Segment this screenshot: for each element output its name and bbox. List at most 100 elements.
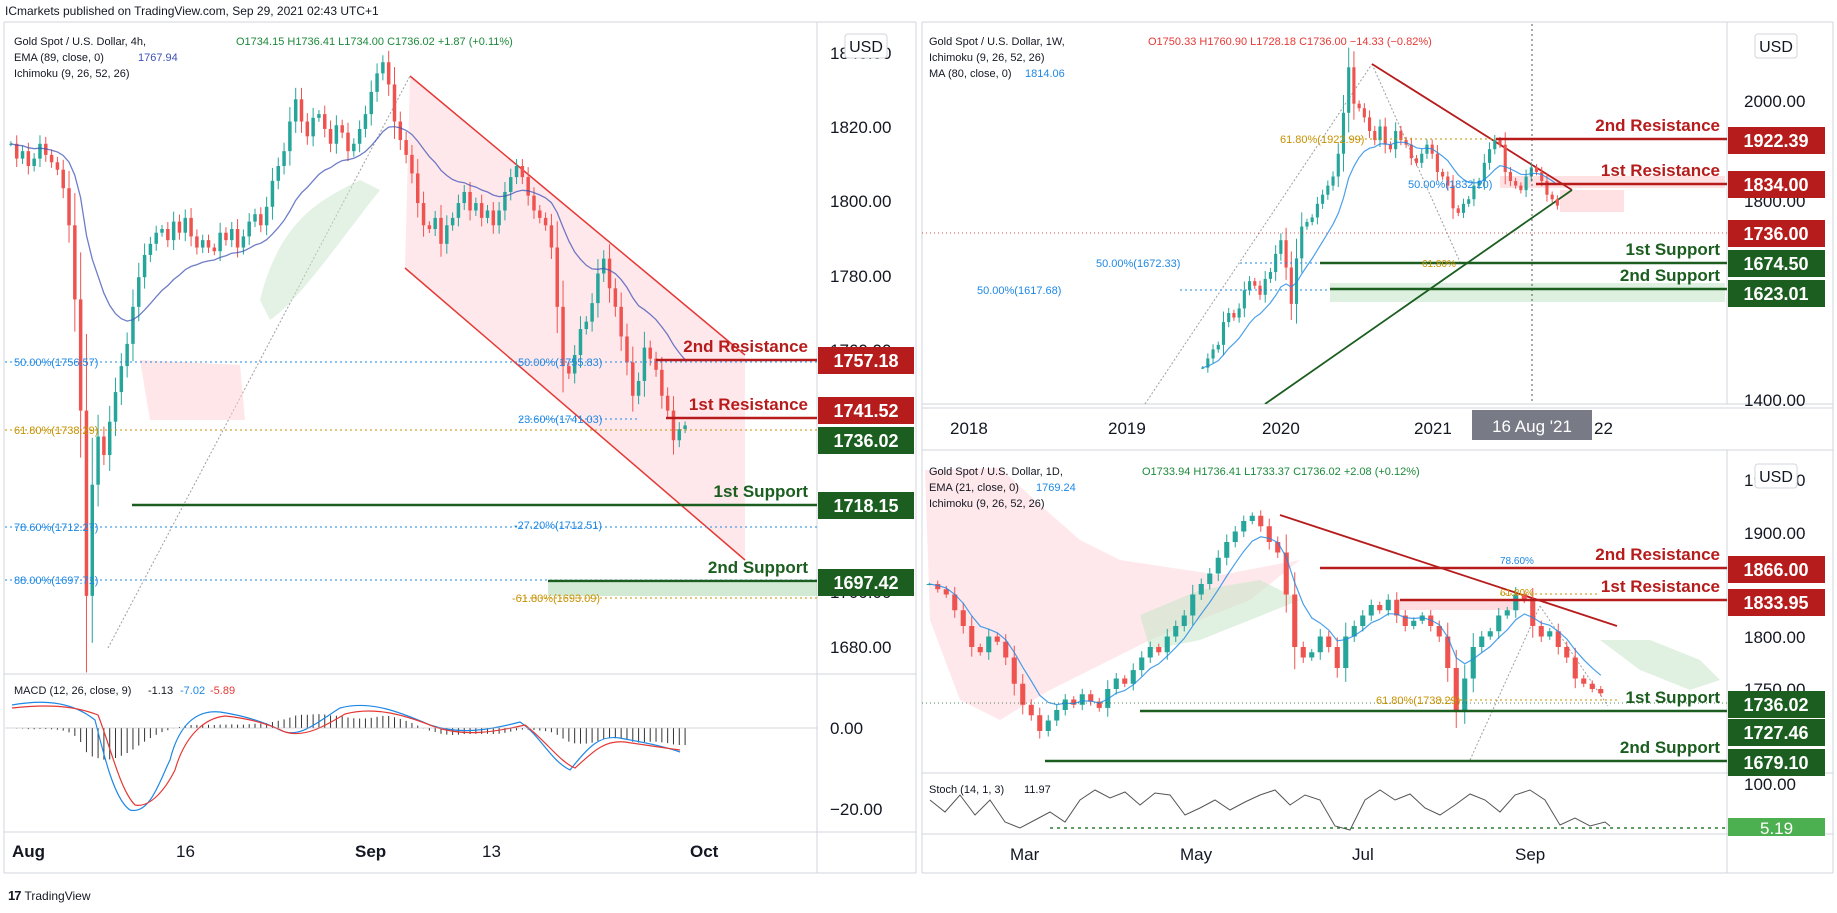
candle-body <box>439 217 443 244</box>
support-zone <box>548 582 817 596</box>
macd-signal-line <box>11 705 681 806</box>
level-tag-1st-resistance: 1741.52 <box>818 397 914 424</box>
resistance-zone <box>1400 600 1520 610</box>
level-name-1st-resistance: 1st Resistance <box>1601 577 1720 596</box>
candle-body <box>491 210 496 226</box>
currency-button[interactable] <box>1754 33 1798 59</box>
candle-body <box>1441 171 1445 177</box>
candle-body <box>596 273 600 304</box>
candle-body <box>1216 344 1220 350</box>
ema-value-1d: 1769.24 <box>1036 482 1076 494</box>
candle-body <box>189 217 193 237</box>
candle-body <box>1130 670 1136 684</box>
time-axis-1d[interactable]: Mar May Jul Sep <box>1010 845 1545 864</box>
candle-body <box>1530 599 1536 626</box>
candle-body <box>1062 699 1068 710</box>
candle-body <box>1394 599 1400 616</box>
candle-body <box>642 347 647 381</box>
candle-body <box>1598 689 1604 694</box>
candle-body <box>1011 657 1017 684</box>
panel-1d[interactable]: Gold Spot / U.S. Dollar, 1D, O1733.94 H1… <box>922 463 1825 864</box>
axis-tick: 1400.00 <box>1744 391 1805 410</box>
level-tag-1st-resistance: 1834.00 <box>1728 171 1825 198</box>
candle-body <box>1472 185 1476 200</box>
candle-body <box>1248 281 1252 291</box>
candle-body <box>1453 668 1459 710</box>
level-tag-1st-support: 1718.15 <box>818 492 914 519</box>
candle-body <box>631 362 635 396</box>
candle-body <box>1275 542 1281 553</box>
macd-axis-tick: 0.00 <box>830 719 863 738</box>
candle-body <box>943 589 949 595</box>
tradingview-logo: 17 <box>8 888 22 903</box>
candle-body <box>1564 647 1570 658</box>
fib-label: 78.60%(1712.27) <box>14 522 98 534</box>
level-tag-1st-support: 1674.50 <box>1728 250 1825 277</box>
candle-body <box>1241 521 1247 532</box>
candle-body <box>1411 620 1417 626</box>
ema-label-4h: EMA (89, close, 0) <box>14 52 104 64</box>
ohlc-label-4h: O1734.15 H1736.41 L1734.00 C1736.02 +1.8… <box>236 36 513 48</box>
fib-trend-line <box>1144 63 1373 404</box>
candle-body <box>445 225 449 244</box>
candle-body <box>224 232 228 241</box>
level-name-1st-support: 1st Support <box>1626 240 1721 259</box>
candle-body <box>107 421 112 456</box>
descending-trendline <box>1371 63 1573 191</box>
stoch-value-tag <box>1728 818 1825 836</box>
candle-body <box>1487 631 1493 637</box>
candle-body <box>1529 167 1533 177</box>
stoch-axis-tick: 5.19 <box>1760 819 1793 838</box>
level-tag-value: 1741.52 <box>833 401 898 421</box>
candle-body <box>386 62 391 85</box>
tradingview-footer[interactable]: 17 TradingView <box>8 888 91 903</box>
currency-button[interactable] <box>1754 463 1798 489</box>
candle-body <box>259 214 263 226</box>
time-tick: 2020 <box>1262 419 1300 438</box>
time-axis-4h[interactable]: Aug 16 Sep 13 Oct <box>12 842 719 861</box>
candle-body <box>1037 715 1043 731</box>
candles-4h <box>9 50 687 673</box>
candle-body <box>543 217 548 226</box>
candle-body <box>1534 167 1539 172</box>
candle-body <box>26 151 31 166</box>
symbol-label-1d: Gold Spot / U.S. Dollar, 1D, <box>929 466 1063 478</box>
candle-body <box>1139 657 1145 671</box>
stoch-label: Stoch (14, 1, 3) <box>929 784 1004 796</box>
candle-body <box>1310 217 1314 222</box>
time-tick: 2021 <box>1414 419 1452 438</box>
candle-body <box>1555 631 1561 647</box>
candle-body <box>1003 641 1009 658</box>
candle-body <box>1263 278 1267 295</box>
stoch-value: 11.97 <box>1024 784 1051 796</box>
candle-body <box>1020 683 1026 705</box>
candle-body <box>427 225 432 229</box>
time-axis-1w[interactable]: 2018 2019 2020 2021 22 <box>950 419 1613 438</box>
candle-body <box>1201 367 1205 369</box>
ascending-trendline <box>1264 189 1573 404</box>
currency-label: USD <box>1759 469 1793 486</box>
candle-body <box>218 232 222 252</box>
channel-lower-line <box>404 267 746 561</box>
candle-body <box>1351 626 1357 637</box>
ema-line-1d <box>929 536 1602 706</box>
candle-body <box>619 306 623 337</box>
level-tag-value: 1674.50 <box>1743 254 1808 274</box>
candle-body <box>648 347 652 359</box>
price-axis-1d[interactable]: 1950.00 1900.00 1800.00 1750.00 <box>1744 471 1805 699</box>
candle-body <box>1385 599 1391 611</box>
time-tick: Sep <box>1515 845 1545 864</box>
axis-tick: 1780.00 <box>830 267 891 286</box>
candle-body <box>538 210 542 218</box>
axis-tick: 1800.00 <box>1744 628 1805 647</box>
panel-1w[interactable]: Gold Spot / U.S. Dollar, 1W, O1750.33 H1… <box>922 24 1825 440</box>
candle-body <box>1334 647 1340 668</box>
level-tag-value: 1834.00 <box>1743 175 1808 195</box>
panel-4h[interactable]: Gold Spot / U.S. Dollar, 4h, O1734.15 H1… <box>5 33 914 861</box>
candle-body <box>1425 144 1429 154</box>
time-tick: Aug <box>12 842 45 861</box>
candle-body <box>1215 557 1221 574</box>
currency-button[interactable] <box>844 33 888 59</box>
publisher-header: ICmarkets published on TradingView.com, … <box>5 4 379 18</box>
